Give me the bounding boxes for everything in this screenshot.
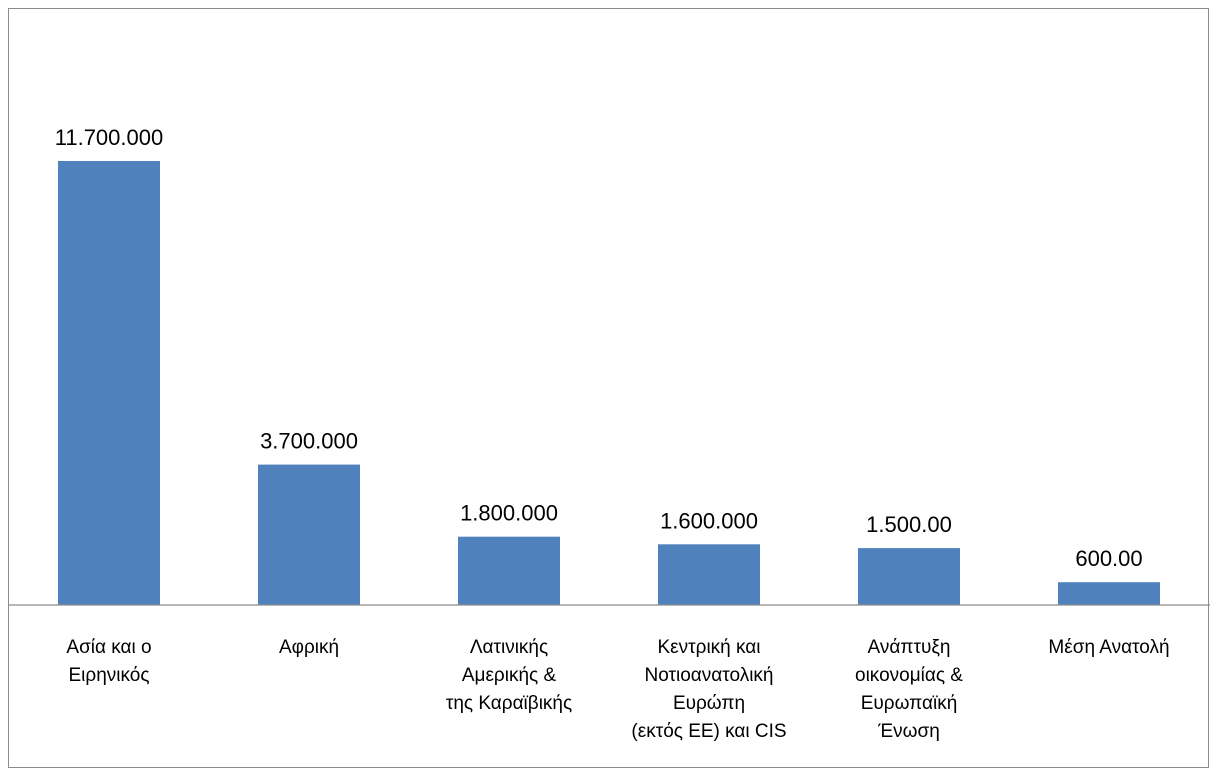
category-label-line: Ευρώπη	[673, 693, 745, 714]
category-label-line: Μέση Ανατολή	[1048, 637, 1169, 658]
value-labels-layer: 11.700.000 3.700.000 1.800.000 1.600.000 1.5…	[55, 125, 1143, 571]
category-label-6: Μέση Ανατολή	[1048, 637, 1169, 658]
category-label-4: Κεντρική και Νοτιοανατολική Ευρώπη (εκτός Ε…	[631, 637, 786, 742]
category-label-line: Αμερικής &	[462, 665, 557, 686]
category-label-line: Ένωση	[877, 721, 940, 742]
category-label-2: Αφρική	[279, 637, 339, 658]
category-label-3: Λατινικής Αμερικής & της Καραϊβικής	[446, 637, 572, 714]
category-label-line: Αφρική	[279, 637, 339, 658]
bar-5	[858, 548, 960, 605]
bar-value-label-5: 1.500.00	[866, 512, 952, 537]
bar-value-label-3: 1.800.000	[460, 501, 558, 526]
bars-layer	[58, 161, 1160, 605]
category-label-line: Κεντρική και	[658, 637, 761, 658]
category-label-5: Ανάπτυξη οικονομίας & Ευρωπαϊκή Ένωση	[855, 637, 963, 742]
category-label-line: Ευρωπαϊκή	[861, 693, 958, 714]
category-label-line: οικονομίας &	[855, 665, 963, 686]
bar-1	[58, 161, 160, 605]
bar-value-label-1: 11.700.000	[55, 125, 163, 150]
bar-chart: 11.700.000 3.700.000 1.800.000 1.600.000 1.5…	[9, 125, 1210, 742]
chart-frame: 11.700.000 3.700.000 1.800.000 1.600.000 1.5…	[8, 8, 1210, 768]
bar-6	[1058, 582, 1160, 605]
bar-value-label-4: 1.600.000	[660, 508, 758, 533]
category-label-line: Ανάπτυξη	[868, 637, 951, 658]
category-label-1: Ασία και ο Ειρηνικός	[66, 637, 151, 686]
category-label-line: της Καραϊβικής	[446, 693, 572, 714]
bar-2	[258, 464, 360, 605]
bar-value-label-2: 3.700.000	[260, 429, 358, 454]
bar-value-label-6: 600.00	[1075, 546, 1142, 571]
category-label-line: Ειρηνικός	[69, 665, 150, 686]
category-label-line: Λατινικής	[470, 637, 548, 658]
bar-3	[458, 536, 560, 605]
category-label-line: Ασία και ο	[66, 637, 151, 658]
category-label-line: Νοτιοανατολική	[644, 665, 773, 686]
category-labels-layer: Ασία και ο Ειρηνικός Αφρική Λατινικής Αμερικ…	[66, 637, 1169, 742]
bar-4	[658, 544, 760, 605]
category-label-line: (εκτός ΕΕ) και CIS	[631, 721, 786, 742]
